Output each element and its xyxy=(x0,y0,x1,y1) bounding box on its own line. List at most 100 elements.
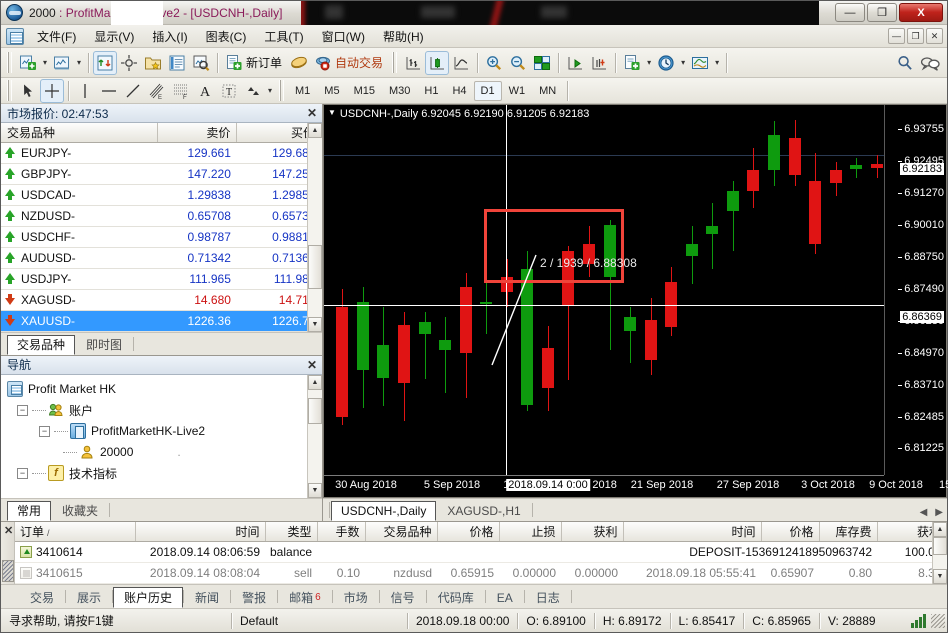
tree-node-indicators[interactable]: − f 技术指标 xyxy=(7,463,322,484)
chart-canvas[interactable]: ▼ USDCNH-,Daily 6.92045 6.92190 6.91205 6… xyxy=(323,104,948,498)
expander-icon[interactable]: − xyxy=(39,425,50,437)
terminal-button[interactable] xyxy=(165,51,189,75)
timeframe-m1[interactable]: M1 xyxy=(295,84,311,97)
arrows-button[interactable] xyxy=(241,79,265,103)
menu-insert[interactable]: 插入(I) xyxy=(152,29,188,44)
metaeditor-button[interactable] xyxy=(287,51,311,75)
minimize-button[interactable]: — xyxy=(835,3,865,22)
tab-trade[interactable]: 交易 xyxy=(30,591,55,605)
autotrading-button[interactable]: 自动交易 xyxy=(311,51,388,75)
period-dropdown-icon[interactable]: ▾ xyxy=(681,58,686,67)
insert-indicator-dropdown-icon[interactable]: ▾ xyxy=(647,58,652,67)
timeframe-toolbar-grip[interactable] xyxy=(279,80,285,101)
column-lots[interactable]: 手数 xyxy=(317,521,366,542)
price-axis[interactable]: 6.93755 6.92495 6.92183 6.91270 6.90010 … xyxy=(884,105,946,475)
market-watch-scrollbar[interactable]: ▲ ▼ xyxy=(307,123,322,332)
trendline-button[interactable] xyxy=(121,79,145,103)
table-row[interactable]: GBPJPY- 147.220 147.256 xyxy=(1,163,322,185)
chart-tab-next-icon[interactable]: ▶ xyxy=(935,506,943,518)
period-button[interactable] xyxy=(654,51,678,75)
scroll-up-icon[interactable]: ▲ xyxy=(308,374,322,390)
search-button[interactable] xyxy=(893,51,917,75)
mdi-close-button[interactable]: ✕ xyxy=(926,28,943,44)
timeframe-mn[interactable]: MN xyxy=(539,84,557,97)
table-row[interactable]: 3410615 2018.09.14 08:08:04 sell 0.10 nz… xyxy=(15,562,947,584)
maximize-button[interactable]: ❐ xyxy=(867,3,897,22)
market-watch-button[interactable] xyxy=(93,50,118,75)
resize-grip-icon[interactable] xyxy=(931,613,945,628)
zoom-in-button[interactable] xyxy=(482,51,506,75)
tab-symbols[interactable]: 交易品种 xyxy=(7,334,76,355)
scrollbar-thumb[interactable] xyxy=(933,536,947,555)
new-order-button[interactable]: 新订单 xyxy=(222,51,287,75)
tree-node-accounts[interactable]: − 账户 xyxy=(7,400,322,421)
chat-button[interactable] xyxy=(917,51,941,75)
trendline-annotation[interactable] xyxy=(324,105,884,475)
new-chart-button[interactable] xyxy=(16,51,40,75)
scroll-down-icon[interactable]: ▼ xyxy=(308,316,322,332)
tab-signals[interactable]: 信号 xyxy=(390,591,415,605)
text-label-button[interactable]: T xyxy=(217,79,241,103)
tab-alerts[interactable]: 警报 xyxy=(242,591,267,605)
line-toolbar-grip[interactable] xyxy=(7,80,12,101)
templates-dropdown-icon[interactable]: ▾ xyxy=(715,58,720,67)
scrollbar-thumb[interactable] xyxy=(308,245,322,290)
chart-toolbar-grip[interactable] xyxy=(392,52,398,73)
column-close-price[interactable]: 价格 xyxy=(761,521,820,542)
table-row[interactable]: USDCHF- 0.98787 0.98810 xyxy=(1,226,322,248)
timeframe-m30[interactable]: M30 xyxy=(388,84,411,97)
chart-shift-button[interactable] xyxy=(563,51,587,75)
time-axis[interactable]: 30 Aug 2018 5 Sep 2018 11 2018.09.14 0:0… xyxy=(324,474,948,497)
chart-collapse-icon[interactable]: ▼ xyxy=(328,108,336,117)
cursor-tool-button[interactable] xyxy=(16,79,40,103)
table-row[interactable]: NZDUSD- 0.65708 0.65731 xyxy=(1,205,322,227)
scroll-up-icon[interactable]: ▲ xyxy=(933,521,947,537)
close-button[interactable]: X xyxy=(899,3,943,22)
timeframe-d1[interactable]: D1 xyxy=(473,80,502,101)
tab-tick-chart[interactable]: 即时图 xyxy=(86,338,123,352)
equidistant-channel-button[interactable]: E xyxy=(145,79,169,103)
terminal-grip-icon[interactable] xyxy=(2,560,14,582)
mdi-restore-button[interactable]: ❐ xyxy=(907,28,924,44)
bar-chart-button[interactable] xyxy=(401,51,425,75)
navigator-button[interactable] xyxy=(141,51,165,75)
crosshair-tool-button[interactable] xyxy=(40,78,64,103)
tab-journal[interactable]: 日志 xyxy=(535,591,560,605)
document-menu-icon[interactable] xyxy=(6,27,24,45)
column-symbol[interactable]: 交易品种 xyxy=(1,123,159,143)
tab-news[interactable]: 新闻 xyxy=(195,591,220,605)
status-profile[interactable]: Default xyxy=(240,613,279,628)
arrows-dropdown-icon[interactable]: ▾ xyxy=(268,86,273,95)
tree-node-profit-market-hk[interactable]: Profit Market HK xyxy=(7,379,322,400)
tab-account-history[interactable]: 账户历史 xyxy=(113,587,184,608)
chart-plot-area[interactable]: 2 / 1939 / 6.88308 xyxy=(324,105,884,475)
chart-tab-xagusd-h1[interactable]: XAGUSD-,H1 xyxy=(447,503,521,518)
mdi-minimize-button[interactable]: — xyxy=(888,28,905,44)
profiles-button[interactable] xyxy=(50,51,74,75)
vertical-line-button[interactable] xyxy=(73,79,97,103)
timeframe-h1[interactable]: H1 xyxy=(424,84,439,97)
tab-market[interactable]: 市场 xyxy=(343,591,368,605)
column-open-time[interactable]: 时间 xyxy=(135,521,266,542)
column-stop-loss[interactable]: 止损 xyxy=(499,521,562,542)
tile-windows-button[interactable] xyxy=(530,51,554,75)
column-ask[interactable]: 买价 xyxy=(236,123,322,143)
scroll-down-icon[interactable]: ▼ xyxy=(308,482,322,498)
data-window-button[interactable] xyxy=(117,51,141,75)
chart-tab-prev-icon[interactable]: ◀ xyxy=(919,506,928,518)
column-take-profit[interactable]: 获利 xyxy=(561,521,624,542)
tree-node-server[interactable]: − ProfitMarketHK-Live2 xyxy=(7,421,322,442)
templates-button[interactable] xyxy=(688,51,712,75)
table-row[interactable]: EURJPY- 129.661 129.683 xyxy=(1,142,322,164)
scrollbar-track[interactable] xyxy=(933,536,947,569)
scrollbar-track[interactable] xyxy=(308,389,322,483)
tab-mailbox[interactable]: 邮箱 6 xyxy=(289,591,321,605)
column-symbol[interactable]: 交易品种 xyxy=(365,521,438,542)
menu-window[interactable]: 窗口(W) xyxy=(321,29,365,44)
table-row[interactable]: 3410614 2018.09.14 08:06:59 balance DEPO… xyxy=(15,541,947,563)
zoom-out-button[interactable] xyxy=(506,51,530,75)
table-row-selected[interactable]: XAUUSD- 1226.36 1226.75 xyxy=(1,310,322,332)
timeframe-m5[interactable]: M5 xyxy=(324,84,340,97)
table-row[interactable]: XAGUSD- 14.680 14.719 xyxy=(1,289,322,311)
insert-indicator-button[interactable] xyxy=(620,51,644,75)
